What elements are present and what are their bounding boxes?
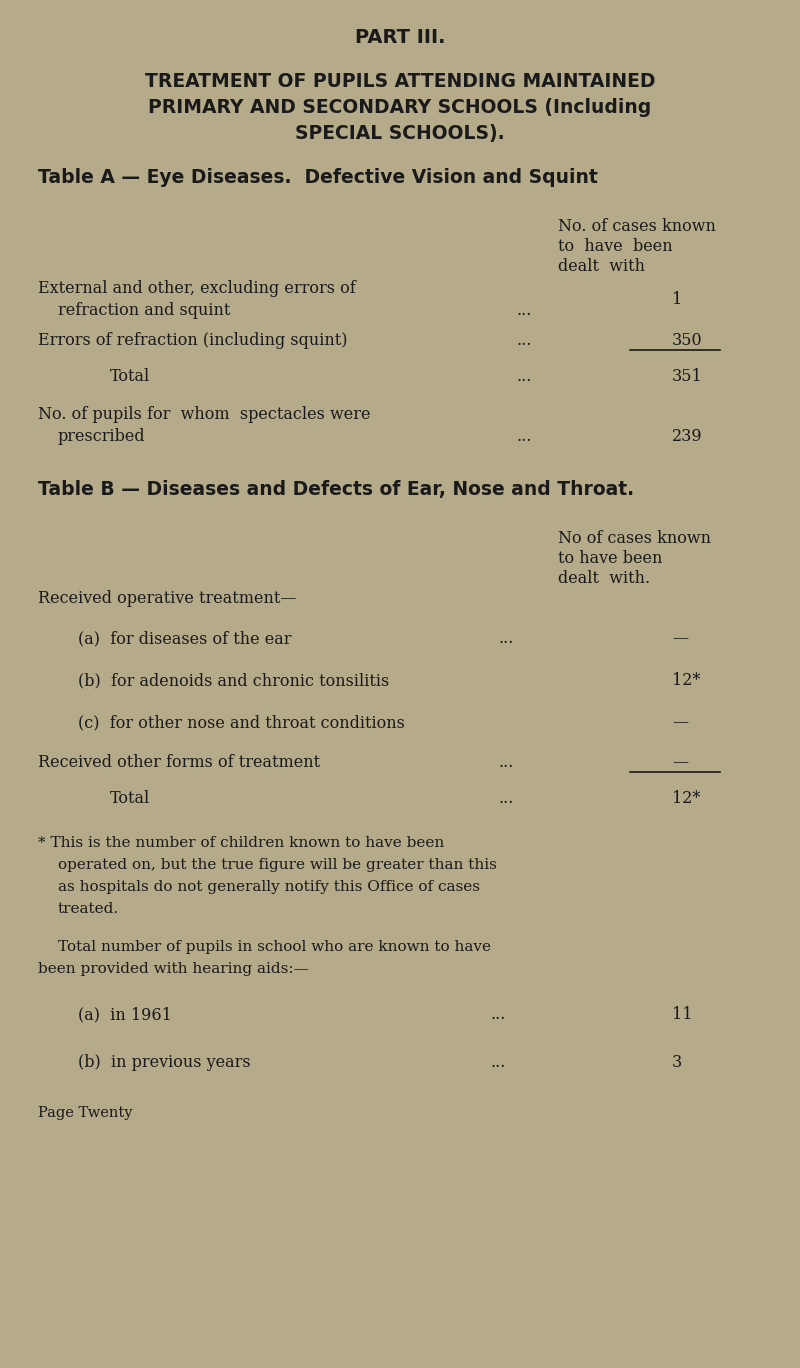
Text: Total number of pupils in school who are known to have: Total number of pupils in school who are… [58, 940, 491, 953]
Text: * This is the number of children known to have been: * This is the number of children known t… [38, 836, 444, 850]
Text: Table B — Diseases and Defects of Ear, Nose and Throat.: Table B — Diseases and Defects of Ear, N… [38, 480, 634, 499]
Text: (b)  for adenoids and chronic tonsilitis: (b) for adenoids and chronic tonsilitis [78, 672, 390, 689]
Text: ...: ... [498, 754, 514, 772]
Text: 1: 1 [672, 291, 682, 308]
Text: dealt  with: dealt with [558, 259, 645, 275]
Text: 12*: 12* [672, 789, 700, 807]
Text: ...: ... [498, 631, 514, 647]
Text: Total: Total [110, 368, 150, 384]
Text: PART III.: PART III. [354, 27, 446, 47]
Text: Total: Total [110, 789, 150, 807]
Text: ...: ... [516, 428, 531, 445]
Text: to have been: to have been [558, 550, 662, 566]
Text: to  have  been: to have been [558, 238, 673, 254]
Text: —: — [672, 754, 688, 772]
Text: dealt  with.: dealt with. [558, 570, 650, 587]
Text: No of cases known: No of cases known [558, 529, 711, 547]
Text: ...: ... [516, 332, 531, 349]
Text: ...: ... [516, 368, 531, 384]
Text: (a)  for diseases of the ear: (a) for diseases of the ear [78, 631, 291, 647]
Text: Received operative treatment—: Received operative treatment— [38, 590, 297, 607]
Text: as hospitals do not generally notify this Office of cases: as hospitals do not generally notify thi… [58, 880, 480, 895]
Text: Received other forms of treatment: Received other forms of treatment [38, 754, 320, 772]
Text: (a)  in 1961: (a) in 1961 [78, 1005, 172, 1023]
Text: —: — [672, 631, 688, 647]
Text: 3: 3 [672, 1053, 682, 1071]
Text: Page Twenty: Page Twenty [38, 1105, 133, 1120]
Text: 350: 350 [672, 332, 702, 349]
Text: (b)  in previous years: (b) in previous years [78, 1053, 250, 1071]
Text: prescribed: prescribed [58, 428, 146, 445]
Text: refraction and squint: refraction and squint [58, 302, 230, 319]
Text: External and other, excluding errors of: External and other, excluding errors of [38, 280, 356, 297]
Text: operated on, but the true figure will be greater than this: operated on, but the true figure will be… [58, 858, 497, 871]
Text: 351: 351 [672, 368, 702, 384]
Text: ...: ... [516, 302, 531, 319]
Text: —: — [672, 714, 688, 731]
Text: No. of cases known: No. of cases known [558, 218, 716, 235]
Text: Errors of refraction (including squint): Errors of refraction (including squint) [38, 332, 347, 349]
Text: 12*: 12* [672, 672, 700, 689]
Text: TREATMENT OF PUPILS ATTENDING MAINTAINED: TREATMENT OF PUPILS ATTENDING MAINTAINED [145, 73, 655, 92]
Text: 11: 11 [672, 1005, 693, 1023]
Text: ...: ... [490, 1005, 506, 1023]
Text: treated.: treated. [58, 902, 119, 917]
Text: been provided with hearing aids:—: been provided with hearing aids:— [38, 962, 309, 975]
Text: PRIMARY AND SECONDARY SCHOOLS (Including: PRIMARY AND SECONDARY SCHOOLS (Including [148, 98, 652, 118]
Text: Table A — Eye Diseases.  Defective Vision and Squint: Table A — Eye Diseases. Defective Vision… [38, 168, 598, 187]
Text: 239: 239 [672, 428, 702, 445]
Text: ...: ... [490, 1053, 506, 1071]
Text: (c)  for other nose and throat conditions: (c) for other nose and throat conditions [78, 714, 405, 731]
Text: ...: ... [498, 789, 514, 807]
Text: No. of pupils for  whom  spectacles were: No. of pupils for whom spectacles were [38, 406, 370, 423]
Text: SPECIAL SCHOOLS).: SPECIAL SCHOOLS). [295, 124, 505, 144]
